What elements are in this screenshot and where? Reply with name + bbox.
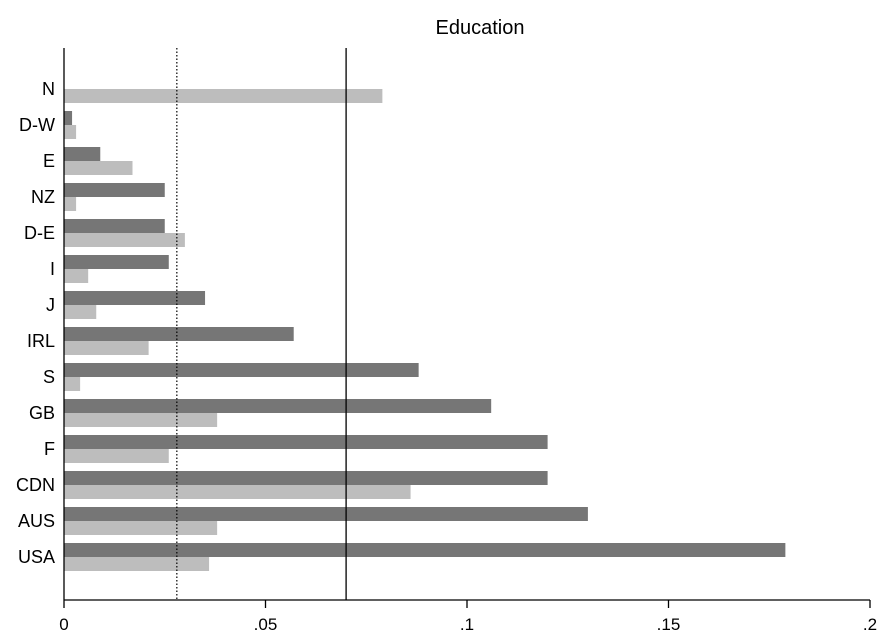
- category-label: J: [46, 295, 55, 315]
- category-label: N: [42, 79, 55, 99]
- bar-gb-series-2: [64, 413, 218, 427]
- bar-f-series-1: [64, 435, 548, 449]
- bar-e-series-1: [64, 147, 101, 161]
- x-tick-label: .15: [657, 615, 681, 634]
- bars-group: [64, 89, 786, 571]
- bar-aus-series-2: [64, 521, 218, 535]
- bar-s-series-2: [64, 377, 81, 391]
- bar-irl-series-2: [64, 341, 149, 355]
- bar-j-series-1: [64, 291, 206, 305]
- bar-cdn-series-1: [64, 471, 548, 485]
- category-label: D-E: [24, 223, 55, 243]
- bar-d-w-series-1: [64, 111, 73, 125]
- bar-n-series-2: [64, 89, 383, 103]
- bar-i-series-2: [64, 269, 89, 283]
- category-label: USA: [18, 547, 55, 567]
- bar-aus-series-1: [64, 507, 588, 521]
- category-label: CDN: [16, 475, 55, 495]
- bar-d-e-series-2: [64, 233, 185, 247]
- bar-d-w-series-2: [64, 125, 77, 139]
- bar-irl-series-1: [64, 327, 294, 341]
- bar-cdn-series-2: [64, 485, 411, 499]
- category-label: S: [43, 367, 55, 387]
- x-tick-label: .2: [863, 615, 877, 634]
- x-tick-label: .05: [254, 615, 278, 634]
- bar-d-e-series-1: [64, 219, 165, 233]
- bar-j-series-2: [64, 305, 97, 319]
- bar-s-series-1: [64, 363, 419, 377]
- x-tick-label: .1: [460, 615, 474, 634]
- category-label: IRL: [27, 331, 55, 351]
- bar-gb-series-1: [64, 399, 492, 413]
- bar-e-series-2: [64, 161, 133, 175]
- bar-i-series-1: [64, 255, 169, 269]
- category-label: NZ: [31, 187, 55, 207]
- chart-title: Education: [436, 17, 525, 39]
- category-label: F: [44, 439, 55, 459]
- bar-usa-series-1: [64, 543, 786, 557]
- x-tick-label: 0: [59, 615, 68, 634]
- category-label: GB: [29, 403, 55, 423]
- category-label: E: [43, 151, 55, 171]
- category-label: I: [50, 259, 55, 279]
- bar-f-series-2: [64, 449, 169, 463]
- axes-group: [63, 48, 871, 608]
- bar-nz-series-1: [64, 183, 165, 197]
- bar-nz-series-2: [64, 197, 77, 211]
- category-label: D-W: [19, 115, 55, 135]
- bar-usa-series-2: [64, 557, 210, 571]
- labels-group: N D-W E NZ D-E IJ IRL S GB F CDN AUS USA 0 .05 .1 .15 .2: [16, 79, 877, 634]
- category-label: AUS: [18, 511, 55, 531]
- reference-lines: [176, 48, 347, 600]
